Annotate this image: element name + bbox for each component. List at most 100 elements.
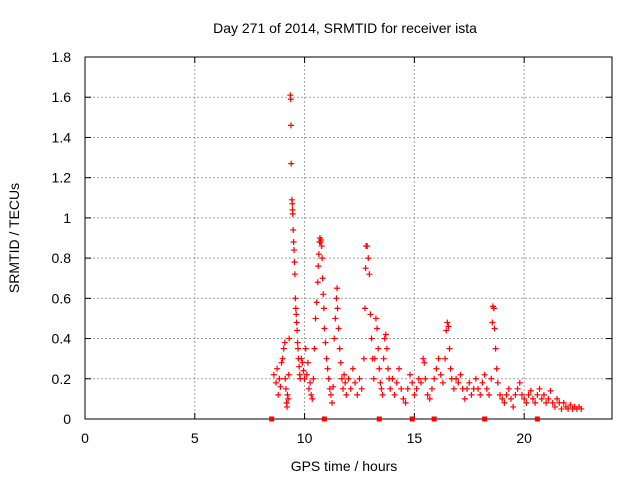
data-point — [453, 375, 460, 382]
data-point — [356, 375, 363, 382]
data-point — [560, 399, 567, 406]
x-tick-label: 10 — [297, 430, 313, 446]
data-point — [289, 210, 296, 217]
data-point — [447, 365, 454, 372]
data-point — [330, 383, 337, 390]
y-tick-label: 0.2 — [52, 371, 72, 387]
data-point — [376, 365, 383, 372]
data-point — [446, 345, 453, 352]
data-point — [309, 395, 316, 402]
data-point — [358, 385, 365, 392]
data-point — [538, 395, 545, 402]
data-point — [291, 271, 298, 278]
data-point — [486, 391, 493, 398]
data-point — [304, 359, 311, 366]
data-point — [387, 385, 394, 392]
data-point — [428, 385, 435, 392]
data-point — [497, 391, 504, 398]
data-point — [398, 385, 405, 392]
data-point — [483, 385, 490, 392]
data-point — [329, 399, 336, 406]
data-point — [457, 371, 464, 378]
data-point — [302, 345, 309, 352]
data-point — [285, 371, 292, 378]
data-point — [333, 295, 340, 302]
data-point — [294, 339, 301, 346]
data-point — [518, 391, 525, 398]
data-point — [377, 379, 384, 386]
data-point — [318, 237, 325, 244]
data-point — [340, 385, 347, 392]
data-point — [527, 387, 534, 394]
data-point — [326, 385, 333, 392]
data-point — [381, 335, 388, 342]
data-point — [281, 339, 288, 346]
data-point — [277, 383, 284, 390]
y-axis: 0 0.2 0.4 0.6 0.8 1 1.2 1.4 1.6 1.8 — [52, 49, 612, 427]
data-point — [402, 399, 409, 406]
data-point — [477, 391, 484, 398]
data-point — [549, 399, 556, 406]
data-point — [352, 379, 359, 386]
data-point — [338, 375, 345, 382]
data-point — [278, 359, 285, 366]
axis-marker — [409, 416, 415, 422]
data-point — [310, 375, 317, 382]
data-point — [335, 325, 342, 332]
data-point — [543, 399, 550, 406]
x-tick-label: 15 — [407, 430, 423, 446]
data-point — [334, 285, 341, 292]
data-point — [366, 271, 373, 278]
data-point — [282, 375, 289, 382]
data-point — [385, 365, 392, 372]
data-point — [313, 299, 320, 306]
data-point — [284, 391, 291, 398]
data-point — [468, 391, 475, 398]
data-point — [521, 395, 528, 402]
data-point — [374, 325, 381, 332]
data-point — [445, 323, 452, 330]
x-tick-label: 5 — [191, 430, 199, 446]
data-point — [383, 345, 390, 352]
data-point — [490, 305, 497, 312]
data-point — [308, 391, 315, 398]
x-tick-label: 0 — [81, 430, 89, 446]
data-point — [342, 379, 349, 386]
data-point — [300, 367, 307, 374]
data-point — [325, 375, 332, 382]
data-point — [368, 335, 375, 342]
data-point — [270, 371, 277, 378]
data-point — [466, 379, 473, 386]
data-points — [270, 92, 585, 412]
data-point — [371, 355, 378, 362]
data-point — [292, 305, 299, 312]
data-point — [367, 311, 374, 318]
data-point — [554, 395, 561, 402]
data-point — [284, 403, 291, 410]
data-point — [472, 375, 479, 382]
data-point — [293, 311, 300, 318]
data-point — [507, 395, 514, 402]
data-point — [275, 391, 282, 398]
data-point — [354, 391, 361, 398]
data-point — [274, 365, 281, 372]
data-point — [323, 355, 330, 362]
chart-title: Day 271 of 2014, SRMTID for receiver ist… — [213, 20, 477, 36]
data-point — [534, 391, 541, 398]
data-point — [291, 259, 298, 266]
data-point — [551, 403, 558, 410]
data-point — [433, 365, 440, 372]
data-point — [413, 385, 420, 392]
data-point — [393, 379, 400, 386]
data-point — [372, 315, 379, 322]
data-point — [514, 385, 521, 392]
y-tick-label: 1.6 — [52, 89, 72, 105]
plot-frame — [84, 56, 613, 420]
data-point — [293, 319, 300, 326]
data-point — [345, 375, 352, 382]
data-point — [400, 395, 407, 402]
data-point — [547, 387, 554, 394]
data-point — [435, 355, 442, 362]
data-point — [464, 385, 471, 392]
data-point — [282, 385, 289, 392]
